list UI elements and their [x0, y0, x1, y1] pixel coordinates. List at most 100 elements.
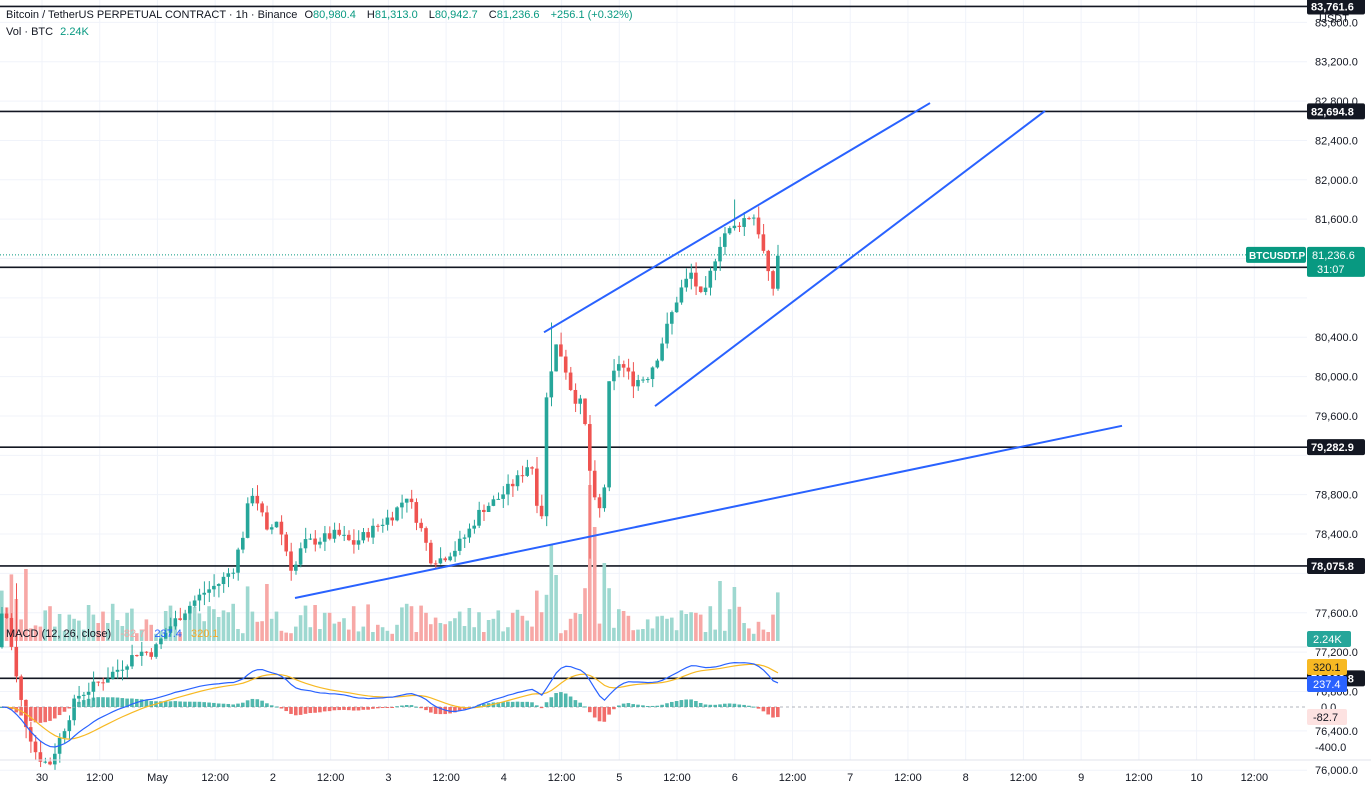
volume-bar [631, 630, 635, 641]
macd-histogram-bar [578, 702, 582, 707]
candle-body [462, 537, 467, 539]
symbol-badge[interactable]: BTCUSDT.P [1249, 251, 1305, 262]
macd-histogram-bar [361, 707, 366, 710]
volume-bar [626, 615, 631, 641]
candle-body [429, 542, 433, 564]
candle-body [313, 538, 317, 545]
volume-bar [766, 632, 770, 641]
macd-histogram-bar [86, 698, 91, 707]
volume-bar [4, 607, 9, 641]
time-tick-label: 7 [847, 772, 853, 784]
candle-body [221, 576, 226, 585]
volume-bar [496, 610, 501, 641]
level-label-bg [1307, 557, 1365, 574]
volume-bar [756, 621, 761, 641]
candle-body [670, 312, 674, 324]
macd-histogram-bar [192, 701, 197, 707]
horizontal-levels [0, 5, 1307, 680]
volume-bar [231, 603, 235, 641]
volume-bar [207, 606, 211, 641]
trendline[interactable] [654, 110, 1046, 407]
volume-bar [322, 612, 327, 641]
macd-histogram-bar [28, 707, 33, 722]
volume-bar [125, 612, 129, 641]
volume-bar [159, 630, 163, 641]
volume-bar [139, 629, 144, 641]
candle-body [212, 585, 216, 590]
low-value: 80,942.7 [434, 9, 478, 21]
macd-histogram-bar [395, 706, 399, 708]
price-axis[interactable]: USDT83,600.083,200.082,800.082,400.082,0… [1246, 0, 1371, 786]
volume-bar [636, 629, 640, 641]
macd-title[interactable]: MACD (12, 26, close) [6, 628, 112, 640]
time-axis[interactable]: 30 12:00 May 12:00 2 12:00 3 12:00 4 12:00 5 12:00 6… [0, 759, 1371, 784]
volume-bar [472, 627, 476, 641]
macd-histogram-bar [679, 700, 684, 707]
volume-bar [742, 623, 746, 641]
volume-bar [732, 587, 737, 641]
macd-histogram-bar [57, 707, 62, 716]
candle-body [525, 467, 529, 476]
candle-body [48, 761, 52, 765]
volume-label[interactable]: Vol · BTC [6, 26, 54, 38]
macd-histogram-bar [602, 707, 607, 722]
candle-body [322, 533, 327, 542]
volume-bar [274, 611, 279, 641]
volume-bar [347, 629, 351, 641]
volume-badge: 2.24K [1313, 634, 1342, 646]
volume-bar [149, 624, 153, 641]
volume-bar [241, 633, 245, 641]
time-tick-label: 4 [501, 772, 507, 784]
volume-bar [226, 612, 231, 641]
candle-body [327, 533, 332, 539]
macd-histogram-bar [539, 707, 544, 709]
macd-signal-value: 320.1 [190, 628, 219, 640]
trendline[interactable] [294, 424, 1123, 599]
volume-bar [361, 626, 366, 641]
candle-body [453, 550, 457, 557]
macd-histogram-bar [72, 704, 76, 707]
volume-bar [38, 626, 43, 641]
candle-body [53, 753, 57, 765]
volume-bars [0, 485, 780, 641]
volume-bar [563, 630, 568, 641]
candle-body [544, 397, 549, 517]
symbol-title[interactable]: Bitcoin / TetherUS PERPETUAL CONTRACT · … [6, 9, 298, 21]
trendline[interactable] [543, 102, 931, 334]
price-axis-bg [1307, 0, 1371, 786]
macd-histogram-bar [81, 700, 86, 707]
macd-histogram-bar [563, 693, 568, 707]
candle-body [438, 558, 443, 564]
macd-histogram-bar [125, 698, 129, 707]
macd-histogram-bar [284, 707, 288, 712]
candle-body [694, 272, 698, 287]
volume-bar [703, 632, 708, 641]
macd-histogram-bar [670, 701, 674, 707]
candle-body [448, 556, 452, 561]
volume-badge-bg [1307, 631, 1351, 647]
time-tick-label: 12:00 [548, 772, 576, 784]
level-label-bg [1307, 0, 1365, 15]
candle-body [120, 669, 125, 671]
volume-bar [57, 614, 62, 641]
macd-histogram-bar [269, 705, 274, 707]
macd-histogram-bar [62, 707, 67, 712]
macd-histogram-bar [260, 700, 264, 707]
macd-histogram-bar [409, 705, 414, 707]
macd-histogram-bar [660, 704, 664, 707]
trendlines[interactable] [294, 102, 1123, 599]
macd-histogram-bar [226, 703, 231, 707]
macd-histogram-bar [510, 701, 515, 707]
volume-bar [236, 629, 240, 641]
volume-bar [698, 614, 703, 641]
symbol-legend: Bitcoin / TetherUS PERPETUAL CONTRACT · … [6, 9, 633, 21]
volume-bar [279, 630, 284, 641]
candle-body [424, 528, 428, 543]
macd-histogram-bar [38, 707, 43, 723]
time-tick-label: 12:00 [1241, 772, 1269, 784]
currency-label[interactable]: USDT [1319, 13, 1349, 25]
macd-histogram-bar [549, 697, 554, 707]
candle-body [241, 537, 245, 550]
candle-body [250, 495, 255, 504]
